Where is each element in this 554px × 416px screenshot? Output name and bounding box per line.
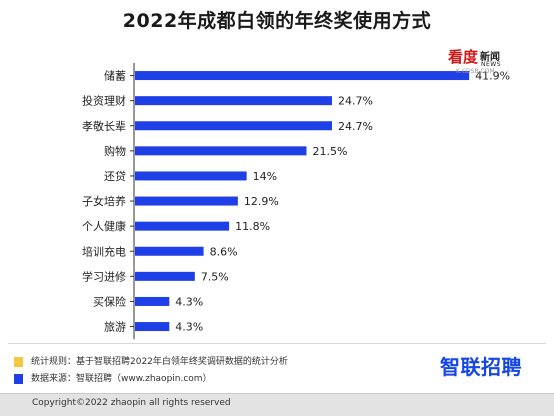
bar bbox=[135, 121, 333, 131]
category-label: 投资理财 bbox=[82, 94, 126, 108]
category-label: 子女培养 bbox=[82, 194, 126, 208]
note-text: 数据来源：智联招聘（www.zhaopin.com） bbox=[31, 374, 212, 384]
value-label: 7.5% bbox=[201, 270, 229, 283]
category-label: 学习进修 bbox=[82, 269, 126, 283]
value-label: 24.7% bbox=[338, 95, 373, 108]
category-label: 孝敬长辈 bbox=[82, 119, 126, 133]
value-label: 4.3% bbox=[175, 295, 203, 308]
category-label: 个人健康 bbox=[82, 219, 126, 233]
value-label: 21.5% bbox=[312, 145, 347, 158]
bar bbox=[135, 196, 238, 206]
note-swatch-yellow bbox=[14, 357, 23, 367]
note-data-source: 数据来源：智联招聘（www.zhaopin.com） bbox=[14, 373, 212, 387]
footer-bar: Copyright©2022 zhaopin all rights reserv… bbox=[0, 393, 554, 416]
category-label: 购物 bbox=[104, 144, 126, 158]
bar bbox=[135, 296, 170, 306]
category-label: 培训充电 bbox=[82, 244, 126, 258]
value-label: 14% bbox=[253, 170, 277, 183]
chart-title: 2022年成都白领的年终奖使用方式 bbox=[122, 10, 432, 32]
value-label: 41.9% bbox=[475, 70, 510, 83]
value-label: 24.7% bbox=[338, 120, 373, 133]
value-label: 4.3% bbox=[175, 321, 203, 334]
watermark-logo: 看度 新闻 NEWS K.CDSB.COM bbox=[448, 46, 506, 80]
note-text: 统计规则：基于智联招聘2022年白领年终奖调研数据的统计分析 bbox=[31, 357, 288, 367]
category-label: 储蓄 bbox=[104, 69, 126, 83]
bar bbox=[135, 71, 470, 81]
bar bbox=[135, 246, 204, 256]
bar-chart: 储蓄 41.9% 投资理财 24.7% 孝敬长辈 24.7% 购物 21.5% 还贷 14% 子女培… bbox=[82, 63, 510, 340]
bar bbox=[135, 271, 195, 281]
watermark-brand-en: NEWS bbox=[481, 61, 502, 68]
watermark-brand-cn: 新闻 bbox=[480, 52, 500, 63]
bar bbox=[135, 171, 247, 181]
bar bbox=[135, 96, 333, 106]
watermark-brand: 看度 bbox=[448, 48, 479, 66]
zhaopin-logo: 智联招聘 bbox=[440, 355, 522, 379]
footer-divider bbox=[8, 343, 546, 344]
note-swatch-blue bbox=[14, 374, 23, 384]
bar bbox=[135, 221, 230, 231]
bar bbox=[135, 322, 170, 332]
watermark-sub: K.CDSB.COM bbox=[456, 68, 495, 75]
category-label: 旅游 bbox=[104, 320, 126, 334]
category-label: 买保险 bbox=[93, 294, 126, 308]
category-label: 还贷 bbox=[104, 169, 126, 183]
value-label: 12.9% bbox=[244, 195, 279, 208]
note-statistics-rule: 统计规则：基于智联招聘2022年白领年终奖调研数据的统计分析 bbox=[14, 356, 288, 370]
bar bbox=[135, 146, 307, 156]
value-label: 8.6% bbox=[210, 245, 238, 258]
value-label: 11.8% bbox=[235, 220, 270, 233]
copyright-text: Copyright©2022 zhaopin all rights reserv… bbox=[32, 398, 231, 408]
